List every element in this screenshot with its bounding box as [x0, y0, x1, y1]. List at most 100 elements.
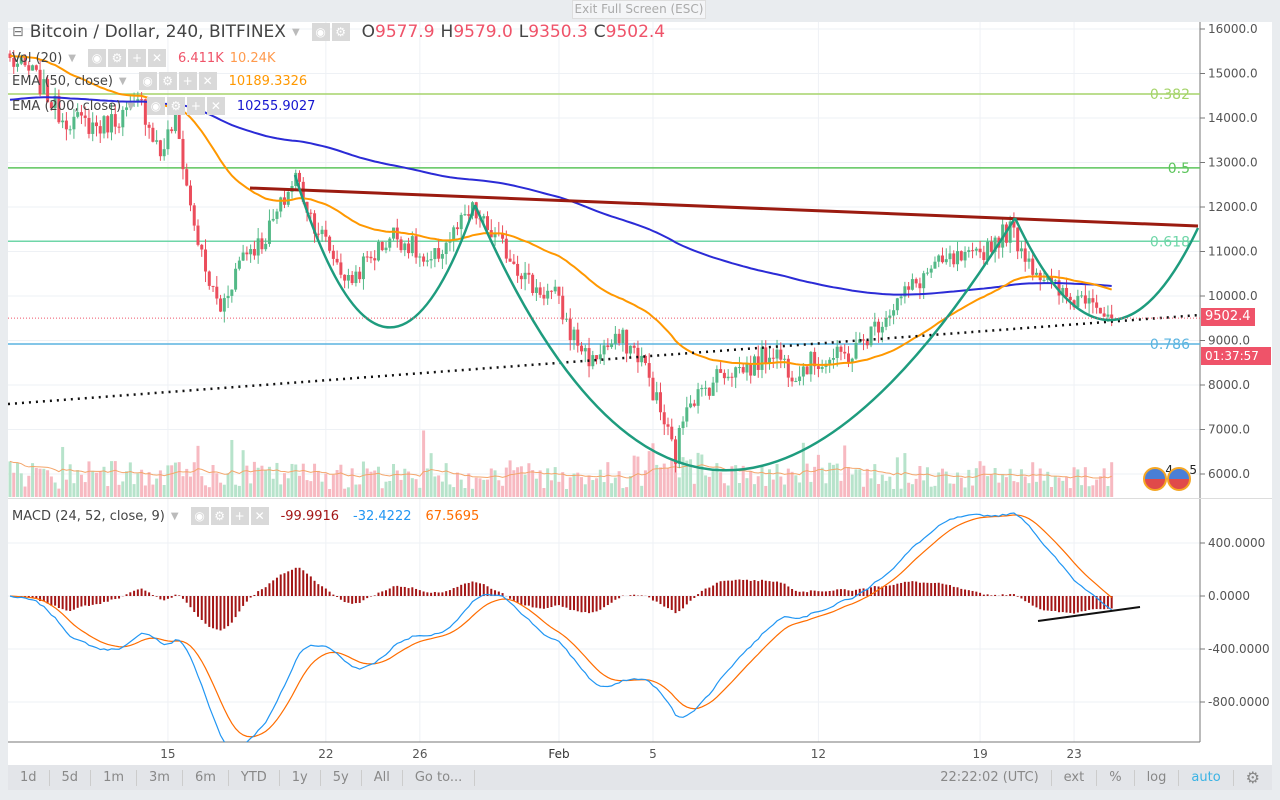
- candle-body: [553, 286, 557, 292]
- candle-body: [19, 55, 23, 64]
- volume-bar: [241, 450, 245, 497]
- chart-canvas[interactable]: 16000.0 15000.0 14000.0 13000.0 12000.0 11000…: [8, 22, 1272, 765]
- macd-line: [9, 512, 1113, 742]
- close-icon[interactable]: ✕: [206, 97, 225, 115]
- percent-toggle[interactable]: %: [1097, 769, 1135, 786]
- volume-bar: [662, 463, 666, 497]
- ext-toggle[interactable]: ext: [1052, 769, 1098, 786]
- candle-body: [1106, 314, 1110, 317]
- volume-bar: [27, 475, 31, 497]
- chevron-down-icon[interactable]: ▼: [170, 510, 179, 522]
- candle-body: [42, 79, 46, 95]
- candle-body: [234, 268, 238, 290]
- symbol-title[interactable]: Bitcoin / Dollar, 240, BITFINEX: [29, 22, 286, 42]
- range-button-3m[interactable]: 3m: [137, 769, 183, 786]
- macd-histogram-bar: [715, 582, 718, 596]
- handle-arc: [1013, 217, 1200, 322]
- volume-bar: [978, 461, 982, 497]
- close-icon[interactable]: ✕: [147, 49, 166, 67]
- candle-body: [685, 407, 689, 422]
- volume-bar: [290, 463, 294, 497]
- range-button-1y[interactable]: 1y: [280, 769, 321, 786]
- candle-body: [1027, 258, 1031, 262]
- economic-event-flag-icon[interactable]: 5: [1167, 463, 1197, 491]
- volume-bar: [1083, 467, 1087, 497]
- range-button-all[interactable]: All: [362, 769, 403, 786]
- volume-bar: [854, 469, 858, 497]
- candle-body: [862, 339, 866, 341]
- volume-bar: [580, 477, 584, 497]
- range-button-goto[interactable]: Go to...: [403, 769, 476, 786]
- economic-event-flag-icon[interactable]: 4: [1143, 463, 1173, 491]
- volume-bar: [839, 480, 843, 497]
- macd-name[interactable]: MACD (24, 52, close, 9): [12, 508, 165, 524]
- auto-toggle[interactable]: auto: [1179, 769, 1234, 786]
- range-button-1d[interactable]: 1d: [8, 769, 50, 786]
- volume-bar: [143, 485, 147, 497]
- volume-bar: [49, 476, 53, 497]
- eye-icon[interactable]: ◉: [87, 49, 106, 67]
- eye-icon[interactable]: ◉: [311, 23, 330, 41]
- chevron-down-icon[interactable]: ▼: [68, 52, 76, 64]
- candle-body: [914, 279, 918, 284]
- range-button-5d[interactable]: 5d: [50, 769, 92, 786]
- plus-icon[interactable]: +: [178, 72, 197, 90]
- macd-histogram-bar: [1009, 594, 1012, 596]
- candle-body: [170, 129, 174, 132]
- volume-bar: [764, 485, 768, 497]
- candle-body: [1072, 300, 1076, 308]
- range-button-5y[interactable]: 5y: [321, 769, 362, 786]
- macd-histogram-bar: [967, 590, 970, 596]
- macd-histogram-bar: [396, 585, 399, 596]
- gear-icon[interactable]: ⚙: [158, 72, 177, 90]
- chart-panel[interactable]: 16000.0 15000.0 14000.0 13000.0 12000.0 11000…: [8, 22, 1272, 765]
- close-icon[interactable]: ✕: [198, 72, 217, 90]
- candle-body: [12, 57, 16, 67]
- chevron-down-icon[interactable]: ▼: [118, 75, 127, 87]
- chevron-down-icon[interactable]: ▼: [291, 26, 300, 38]
- eye-icon[interactable]: ◉: [146, 97, 165, 115]
- gear-icon[interactable]: ⚙: [210, 507, 229, 525]
- eye-icon[interactable]: ◉: [190, 507, 209, 525]
- candle-body: [512, 261, 516, 264]
- volume-bar: [798, 482, 802, 497]
- ema200-name[interactable]: EMA (200, close): [12, 98, 122, 114]
- close-icon[interactable]: ✕: [250, 507, 269, 525]
- volume-bar: [155, 478, 159, 497]
- gear-icon[interactable]: ⚙: [166, 97, 185, 115]
- log-toggle[interactable]: log: [1135, 769, 1180, 786]
- eye-icon[interactable]: ◉: [138, 72, 157, 90]
- macd-histogram-bar: [212, 596, 215, 629]
- macd-histogram-bar: [836, 589, 839, 596]
- plus-icon[interactable]: +: [127, 49, 146, 67]
- range-button-ytd[interactable]: YTD: [229, 769, 280, 786]
- plus-icon[interactable]: +: [230, 507, 249, 525]
- volume-bar: [632, 455, 636, 497]
- candle-body: [252, 249, 256, 256]
- macd-histogram-bar: [54, 596, 57, 606]
- vol-name[interactable]: Vol (20): [12, 50, 63, 66]
- candle-body: [937, 255, 941, 262]
- volume-bar: [1016, 482, 1020, 497]
- range-button-6m[interactable]: 6m: [183, 769, 229, 786]
- volume-bar: [1019, 469, 1023, 497]
- volume-bar: [895, 457, 899, 497]
- collapse-icon[interactable]: ⊟: [12, 24, 24, 40]
- macd-histogram-bar: [65, 596, 68, 611]
- macd-histogram-bar: [806, 592, 809, 596]
- candle-body: [843, 351, 847, 354]
- settings-gear-icon[interactable]: ⚙: [1245, 767, 1260, 787]
- macd-histogram-bar: [1103, 596, 1106, 610]
- exit-fullscreen-tooltip[interactable]: Exit Full Screen (ESC): [572, 0, 706, 19]
- gear-icon[interactable]: ⚙: [107, 49, 126, 67]
- plus-icon[interactable]: +: [186, 97, 205, 115]
- gear-icon[interactable]: ⚙: [331, 23, 350, 41]
- macd-histogram-bar: [339, 596, 342, 600]
- ema50-name[interactable]: EMA (50, close): [12, 73, 113, 89]
- macd-histogram-bar: [467, 582, 470, 596]
- range-button-1m[interactable]: 1m: [91, 769, 137, 786]
- bottom-toolbar: 1d 5d 1m 3m 6m YTD 1y 5y All Go to... 22:22:02 (U…: [8, 765, 1272, 790]
- candle-body: [621, 329, 625, 344]
- chevron-down-icon[interactable]: ▼: [127, 100, 135, 112]
- volume-bar: [1098, 476, 1102, 497]
